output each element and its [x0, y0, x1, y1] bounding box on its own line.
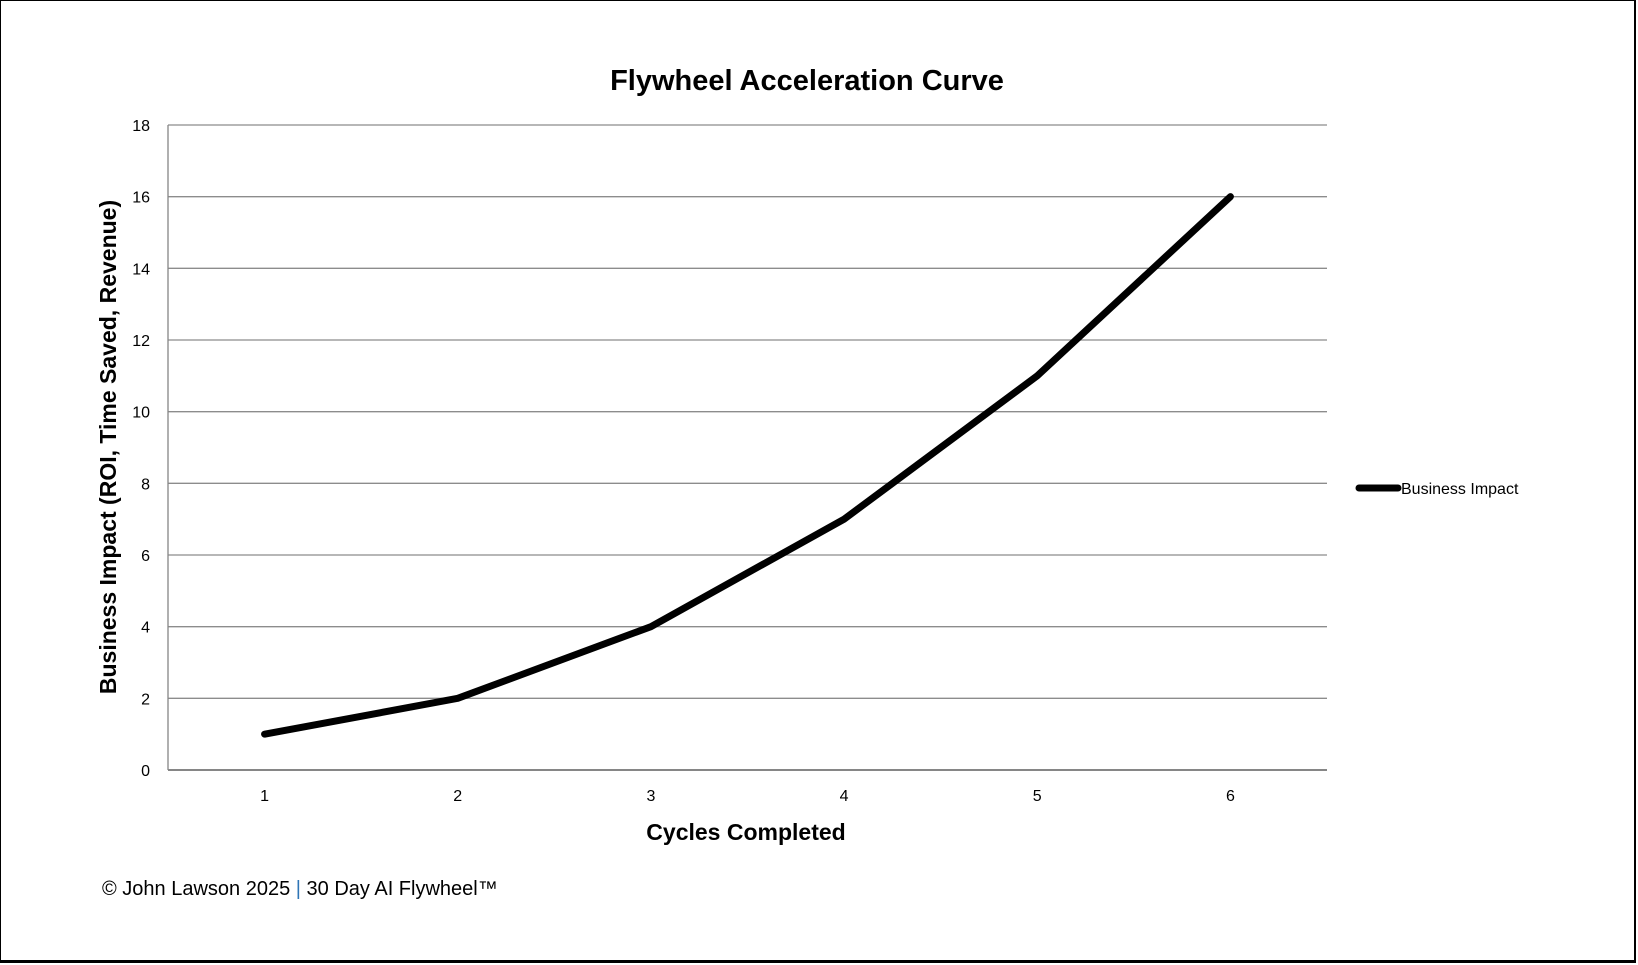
footer-separator: |: [295, 878, 301, 900]
footer: © John Lawson 2025 | 30 Day AI Flywheel™: [102, 878, 498, 901]
copyright-text: © John Lawson 2025: [102, 878, 291, 900]
product-text: 30 Day AI Flywheel™: [306, 878, 498, 900]
x-tick-label: 3: [646, 788, 655, 805]
y-tick-label: 2: [141, 691, 150, 708]
series-line-business-impact: [261, 193, 1234, 738]
y-tick-label: 0: [141, 763, 150, 780]
y-tick-label: 10: [132, 405, 150, 422]
x-tick-label: 2: [453, 788, 462, 805]
y-tick-label: 14: [132, 261, 150, 278]
chart-title: Flywheel Acceleration Curve: [610, 65, 1004, 97]
x-axis-label: Cycles Completed: [646, 819, 845, 845]
y-tick-label: 4: [141, 620, 150, 637]
legend-label: Business Impact: [1401, 481, 1519, 498]
y-axis-label: Business Impact (ROI, Time Saved, Revenu…: [95, 200, 121, 694]
y-tick-label: 12: [132, 333, 150, 350]
x-tick-label: 4: [840, 788, 849, 805]
x-tick-label: 5: [1033, 788, 1042, 805]
x-tick-label: 6: [1226, 788, 1235, 805]
y-tick-label: 16: [132, 190, 150, 207]
x-tick-label: 1: [260, 788, 269, 805]
y-tick-label: 6: [141, 548, 150, 565]
y-tick-label: 8: [141, 476, 150, 493]
legend: Business Impact: [1355, 481, 1519, 498]
y-tick-label: 18: [132, 118, 150, 135]
